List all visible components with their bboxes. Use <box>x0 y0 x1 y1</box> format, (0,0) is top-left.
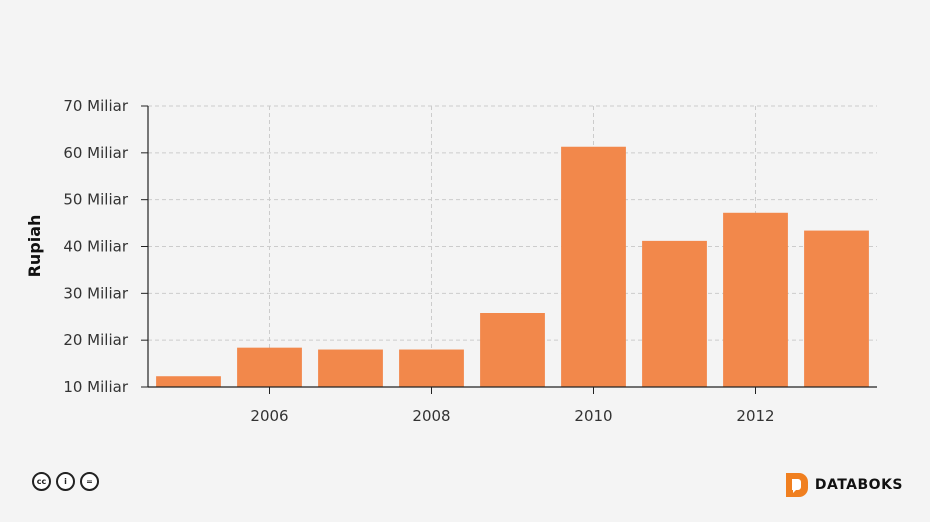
bars <box>156 146 869 387</box>
y-axis-title: Rupiah <box>25 215 44 278</box>
bar <box>156 376 221 387</box>
bar <box>237 347 302 387</box>
brand-name: DATABOKS <box>814 477 903 493</box>
bar <box>723 212 788 387</box>
y-tick-label: 30 Miliar <box>63 284 128 302</box>
x-tick-label: 2010 <box>574 407 612 425</box>
bar <box>399 349 464 387</box>
x-tick-labels: 2006 2008 2010 2012 <box>250 407 774 425</box>
bar <box>804 230 869 387</box>
y-tick-label: 20 Miliar <box>63 331 128 349</box>
bar <box>561 146 626 387</box>
x-tick-label: 2012 <box>736 407 774 425</box>
y-tick-label: 10 Miliar <box>63 378 128 396</box>
x-tick-label: 2008 <box>412 407 450 425</box>
nd-equal-icon: = <box>80 472 99 491</box>
bar <box>480 313 545 387</box>
y-tick-label: 40 Miliar <box>63 238 128 256</box>
bar <box>642 240 707 387</box>
x-tick-label: 2006 <box>250 407 288 425</box>
databoks-brand: DATABOKS <box>785 472 903 498</box>
bar <box>318 349 383 387</box>
y-tick-label: 50 Miliar <box>63 191 128 209</box>
y-tick-label: 60 Miliar <box>63 144 128 162</box>
y-tick-labels: 10 Miliar 20 Miliar 30 Miliar 40 Miliar 50 M… <box>63 97 128 396</box>
axes <box>141 105 877 394</box>
license-icons: cc i = <box>32 472 99 491</box>
cc-icon: cc <box>32 472 51 491</box>
y-tick-label: 70 Miliar <box>63 97 128 115</box>
databoks-logo-icon <box>785 473 808 497</box>
by-person-icon: i <box>56 472 75 491</box>
